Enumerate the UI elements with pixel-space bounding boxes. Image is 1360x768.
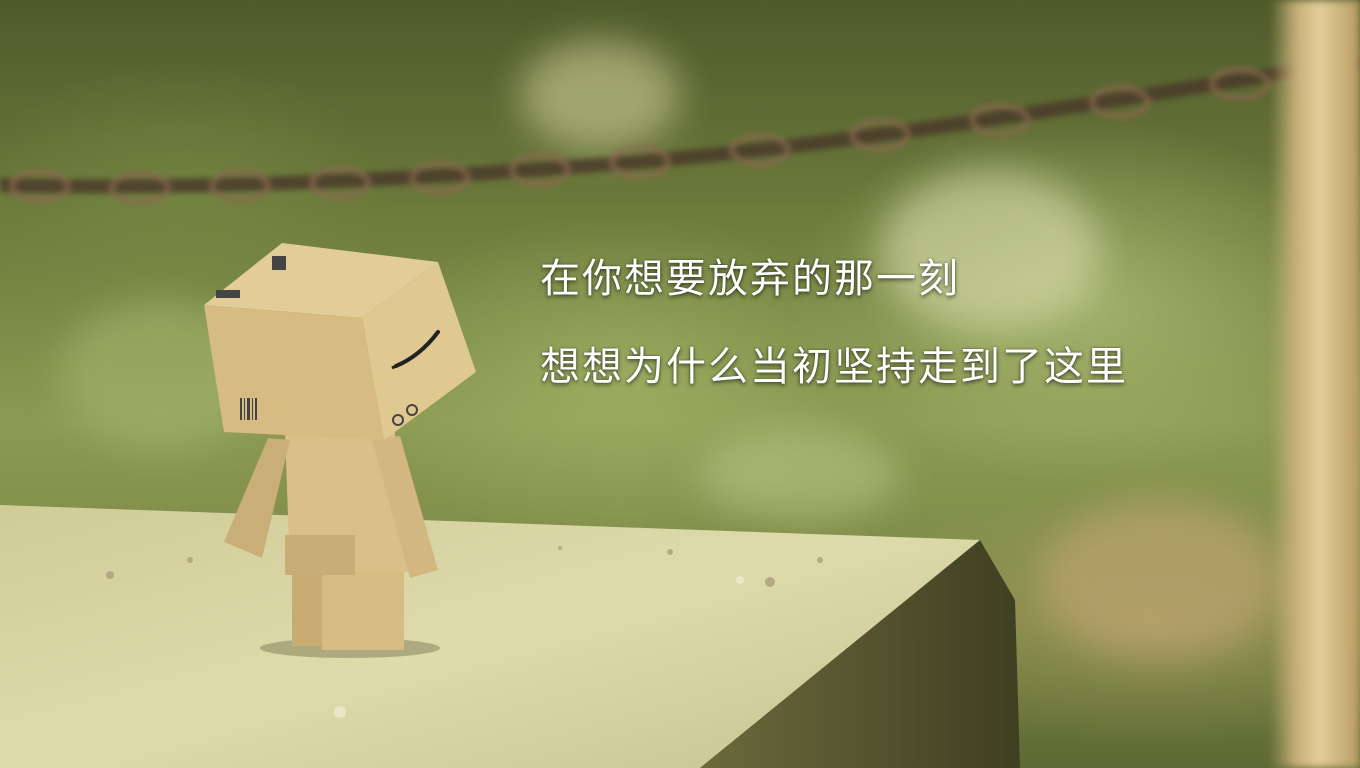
bokeh-light — [880, 170, 1100, 330]
wooden-post — [1270, 0, 1360, 768]
bokeh-light — [520, 40, 680, 150]
quote-line-1: 在你想要放弃的那一刻 — [540, 256, 960, 302]
bokeh-light — [1040, 500, 1280, 660]
quote-line-2: 想想为什么当初坚持走到了这里 — [540, 344, 1128, 390]
bokeh-light — [700, 430, 900, 520]
quote-caption: 在你想要放弃的那一刻 想想为什么当初坚持走到了这里 — [540, 250, 1320, 396]
